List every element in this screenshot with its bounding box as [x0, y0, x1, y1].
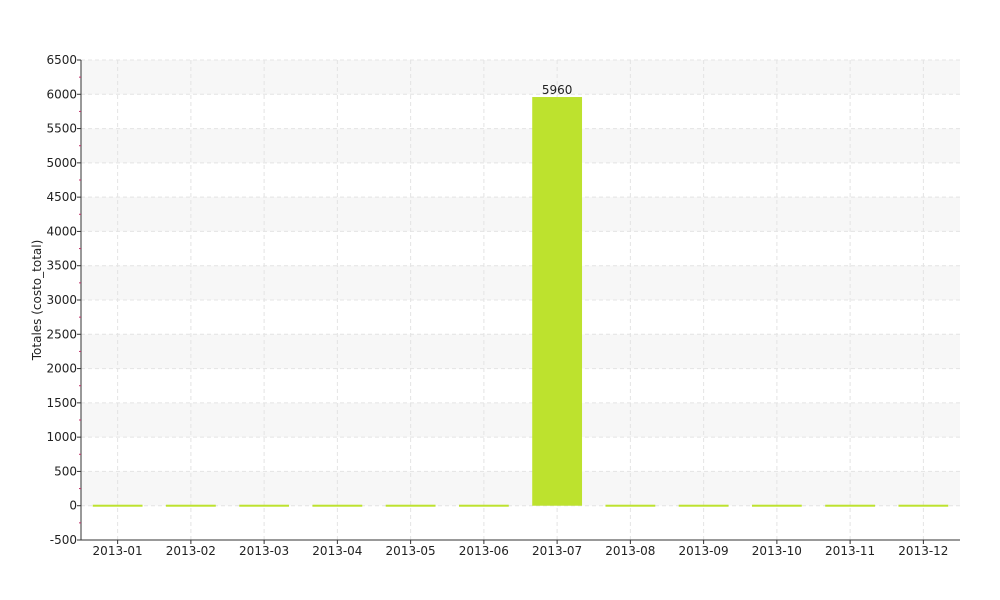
data-label-2013-07: 5960: [542, 83, 573, 97]
bar-2013-03: [239, 504, 290, 507]
background-band: [81, 402, 960, 438]
background-band: [81, 60, 960, 95]
x-tick-label: 2013-08: [605, 544, 655, 558]
x-tick-label: 2013-11: [825, 544, 875, 558]
background-band: [81, 265, 960, 300]
x-axis-ticks: 2013-01 2013-02 2013-03 2013-04 2013-05 2013-…: [93, 540, 948, 558]
y-tick-label: 2500: [46, 327, 77, 341]
y-tick-label: 4500: [46, 190, 77, 204]
bar-2013-04: [312, 504, 363, 507]
background-band: [81, 471, 960, 506]
background-band: [81, 334, 960, 369]
bar-2013-07: [532, 97, 583, 506]
bar-2013-08: [605, 504, 656, 507]
x-tick-label: 2013-07: [532, 544, 582, 558]
bar-2013-11: [825, 504, 876, 507]
y-tick-label: -500: [50, 533, 77, 547]
x-tick-label: 2013-09: [679, 544, 729, 558]
y-tick-label: 3000: [46, 293, 77, 307]
x-tick-label: 2013-05: [386, 544, 436, 558]
bars: [92, 97, 949, 507]
background-band: [81, 197, 960, 232]
y-axis-title: Totales (costo_total): [30, 240, 44, 362]
x-tick-label: 2013-03: [239, 544, 289, 558]
bar-2013-02: [165, 504, 216, 507]
background-band: [81, 128, 960, 163]
bar-2013-01: [92, 504, 143, 507]
y-tick-label: 1000: [46, 430, 77, 444]
y-tick-label: 4000: [46, 224, 77, 238]
bar-2013-06: [458, 504, 509, 507]
y-tick-label: 5000: [46, 156, 77, 170]
x-tick-label: 2013-02: [166, 544, 216, 558]
x-tick-label: 2013-04: [312, 544, 362, 558]
x-tick-label: 2013-12: [898, 544, 948, 558]
y-tick-label: 1500: [46, 396, 77, 410]
y-tick-label: 0: [69, 499, 77, 513]
y-tick-label: 2000: [46, 362, 77, 376]
y-tick-label: 500: [54, 464, 77, 478]
y-tick-label: 3500: [46, 259, 77, 273]
y-tick-label: 6000: [46, 87, 77, 101]
y-tick-label: 6500: [46, 53, 77, 67]
bar-2013-12: [898, 504, 949, 507]
background-bands: [81, 60, 960, 506]
bar-2013-10: [751, 504, 802, 507]
y-axis-ticks: -500 0 500 1000 1500 2000 2500 3000 3500 4000 4500…: [46, 53, 81, 547]
data-labels: 5960: [542, 83, 573, 97]
y-tick-label: 5500: [46, 122, 77, 136]
grid-lines: [81, 59, 960, 540]
x-tick-label: 2013-01: [93, 544, 143, 558]
x-tick-label: 2013-10: [752, 544, 802, 558]
bar-2013-05: [385, 504, 436, 507]
x-tick-label: 2013-06: [459, 544, 509, 558]
bar-2013-09: [678, 504, 729, 507]
